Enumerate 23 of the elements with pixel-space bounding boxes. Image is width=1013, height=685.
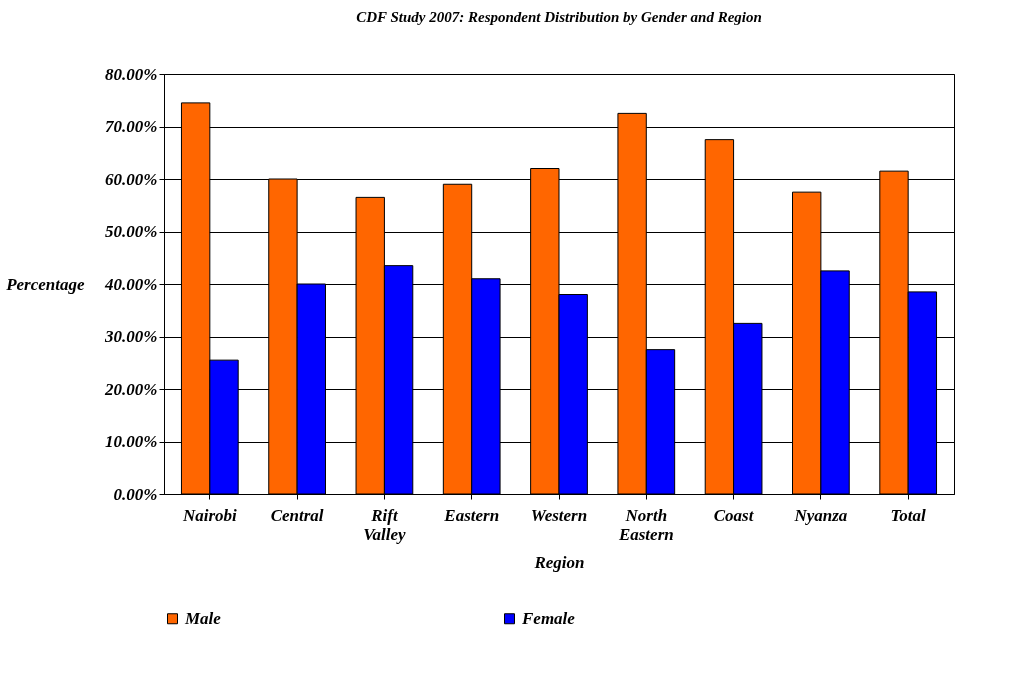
y-tick-label: 60.00% bbox=[105, 169, 158, 189]
y-tick-label: 80.00% bbox=[105, 64, 158, 84]
y-tick-label: 70.00% bbox=[105, 117, 158, 136]
y-axis-title: Percentage bbox=[5, 274, 85, 294]
y-tick-label: 40.00% bbox=[104, 274, 158, 294]
x-tick-label: Western bbox=[530, 505, 588, 525]
x-tick-label: Central bbox=[270, 505, 324, 525]
y-tick-label: 0.00% bbox=[113, 484, 158, 504]
x-tick-label: Eastern bbox=[443, 505, 500, 525]
x-tick-label: Total bbox=[890, 505, 927, 525]
y-tick-label: 30.00% bbox=[104, 327, 158, 346]
legend-label: Male bbox=[184, 608, 222, 628]
x-axis-title: Region bbox=[533, 552, 585, 572]
x-tick-label: Rift Valley bbox=[363, 505, 407, 544]
x-tick-label: Coast bbox=[713, 505, 755, 525]
x-tick-label: North Eastern bbox=[617, 505, 674, 544]
x-tick-label: Nairobi bbox=[181, 505, 238, 525]
x-tick-label: Nyanza bbox=[793, 505, 848, 525]
chart-title: CDF Study 2007: Respondent Distribution by Gender and Region bbox=[356, 9, 762, 25]
y-tick-label: 50.00% bbox=[105, 222, 158, 241]
y-tick-label: 20.00% bbox=[104, 379, 158, 399]
y-tick-label: 10.00% bbox=[105, 432, 158, 451]
legend-label: Female bbox=[521, 608, 576, 628]
